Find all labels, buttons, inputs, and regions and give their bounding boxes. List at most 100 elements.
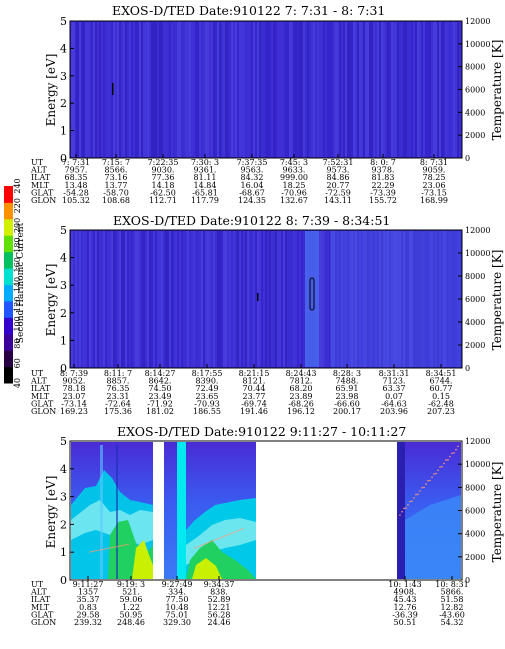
orbit-row-label: ALT: [30, 377, 47, 386]
spectrogram-column: [285, 22, 287, 157]
spectrogram-column: [353, 231, 355, 367]
orbit-row-value: 73.16: [105, 173, 128, 182]
spectrogram-column: [173, 231, 175, 367]
temperature-dot: [419, 490, 421, 492]
spectrogram-column: [449, 22, 451, 157]
spectrogram-column: [285, 231, 287, 367]
spectrogram-column: [125, 22, 127, 157]
colorbar-tick-labels: 40 60 80 100 120 140 160 180 200 220 240: [13, 178, 22, 388]
panel-3-title: EXOS-D/TED Date:910122 9:11:27 - 10:11:2…: [117, 424, 406, 439]
panel-3-spectrogram: [71, 442, 461, 579]
temperature-dot: [447, 459, 449, 461]
panel-2: EXOS-D/TED Date:910122 8: 7:39 - 8:34:51…: [30, 213, 504, 416]
spectrogram-column: [259, 22, 261, 157]
temperature-dot: [232, 532, 234, 534]
temperature-tick-label: 6000: [465, 507, 485, 516]
spectrogram-column: [385, 231, 387, 367]
spectrogram-column: [347, 231, 349, 367]
spectrogram-column: [207, 22, 209, 157]
orbit-row-value: 81.11: [194, 173, 217, 182]
spectrogram-column: [329, 22, 331, 157]
temperature-tick-label: 2000: [465, 553, 485, 562]
orbit-row-value: -43.60: [439, 610, 465, 619]
temperature-tick-label: 4000: [465, 108, 485, 117]
p2-bright-column: [305, 231, 319, 367]
orbit-row-value: 8642.: [149, 377, 172, 386]
orbit-row-value: 239.32: [74, 618, 102, 627]
temperature-tick-label: 4000: [465, 530, 485, 539]
panel-1-ylabel: Energy [eV]: [44, 54, 58, 127]
temperature-tick-label: 10000: [465, 249, 490, 258]
spectrogram-column: [315, 22, 317, 157]
spectrogram-column: [221, 231, 223, 367]
temperature-dot: [401, 510, 403, 513]
spectrogram-column: [327, 231, 329, 367]
spectrogram-column: [289, 22, 291, 157]
spectrogram-column: [309, 22, 311, 157]
spectrogram-column: [353, 22, 355, 157]
temperature-tick-label: 0: [465, 154, 470, 163]
spectrogram-column: [175, 22, 177, 157]
orbit-row-label: ALT: [30, 588, 47, 597]
spectrogram-column: [447, 231, 449, 367]
p3-block-a-stripe-2: [116, 445, 118, 579]
spectrogram-column: [437, 231, 439, 367]
panel-1: EXOS-D/TED Date:910122 7: 7:31 - 8: 7:31…: [30, 3, 504, 205]
spectrogram-column: [413, 22, 415, 157]
orbit-row-value: -36.39: [392, 610, 418, 619]
spectrogram-column: [129, 231, 131, 367]
temperature-dot: [433, 473, 435, 475]
panel-1-plot: [69, 20, 463, 159]
temperature-dot: [435, 472, 437, 475]
spectrogram-column: [143, 231, 145, 367]
spectrogram-column: [341, 231, 343, 367]
spectrogram-column: [131, 231, 133, 367]
colorbar-tick-label: 160: [13, 257, 22, 272]
spectrogram-column: [203, 22, 205, 157]
temperature-dot: [451, 452, 453, 455]
spectrogram-column: [451, 231, 453, 367]
orbit-row-value: 68.20: [290, 384, 313, 393]
spectrogram-column: [415, 231, 417, 367]
spectrogram-column: [375, 231, 377, 367]
energy-tick-label: 0: [60, 152, 67, 165]
spectrogram-column: [233, 22, 235, 157]
orbit-row-value: 59.06: [120, 595, 143, 604]
temperature-dot: [194, 547, 196, 549]
orbit-row-value: 143.11: [324, 196, 352, 205]
spectrogram-column: [127, 22, 129, 157]
spectrogram-column: [261, 231, 263, 367]
spectrogram-column: [179, 22, 181, 157]
colorbar-cell: [4, 333, 13, 351]
orbit-row-value: 12.21: [208, 603, 231, 612]
spectrogram-column: [151, 231, 153, 367]
spectrogram-column: [345, 231, 347, 367]
spectrogram-column: [381, 231, 383, 367]
ut-value: 7:52:31: [323, 158, 354, 167]
spectrogram-column: [181, 231, 183, 367]
ut-value: 8: 7:31: [420, 158, 448, 167]
spectrogram-column: [139, 22, 141, 157]
spectrogram-column: [243, 231, 245, 367]
spectrogram-column: [367, 231, 369, 367]
spectrogram-column: [391, 22, 393, 157]
spectrogram-column: [93, 22, 95, 157]
spectrogram-column: [155, 231, 157, 367]
temperature-tick-label: 8000: [465, 63, 485, 72]
spectrogram-column: [447, 22, 449, 157]
spectrogram-column: [91, 231, 93, 367]
spectrogram-column: [359, 231, 361, 367]
temperature-dot: [196, 546, 198, 548]
spectrogram-column: [361, 22, 363, 157]
p3-block-c-light: [405, 495, 461, 579]
spectrogram-column: [277, 231, 279, 367]
spectrogram-column: [107, 231, 109, 367]
spectrogram-column: [207, 231, 209, 367]
energy-tick-label: 3: [60, 70, 67, 83]
energy-tick-label: 3: [60, 491, 67, 504]
orbit-row-value: 207.23: [427, 407, 455, 416]
spectrogram-column: [215, 231, 217, 367]
temperature-dot: [89, 551, 91, 553]
spectrogram-column: [283, 231, 285, 367]
spectrogram-column: [345, 22, 347, 157]
